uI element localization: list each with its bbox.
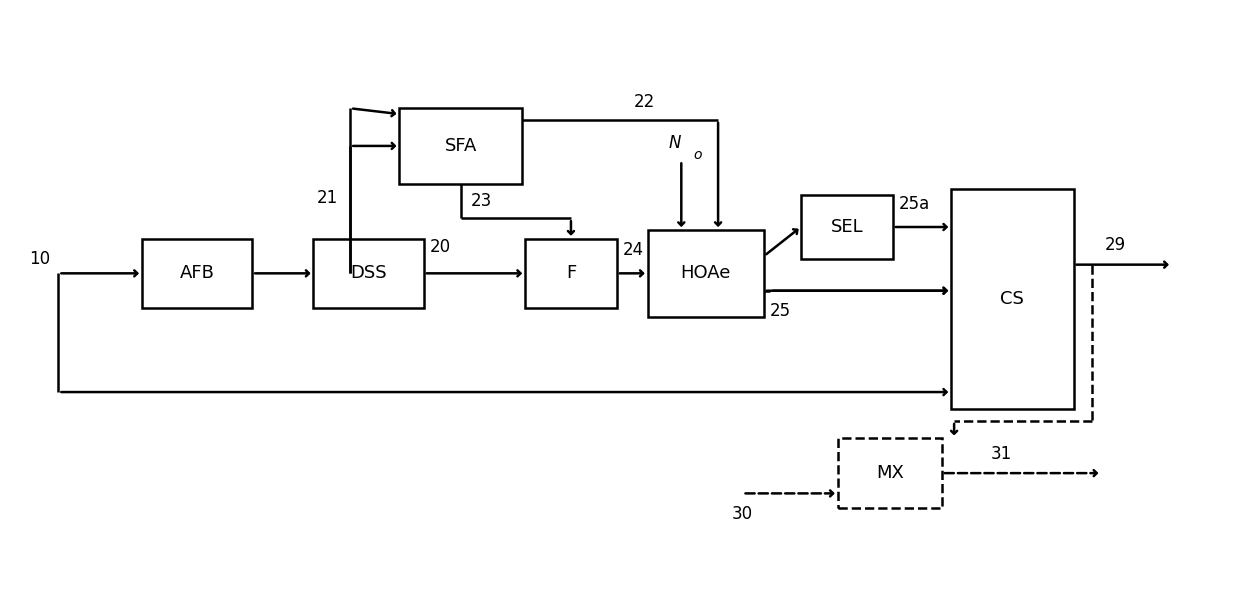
Bar xyxy=(525,238,618,308)
Text: 25a: 25a xyxy=(899,195,930,212)
Bar xyxy=(801,195,893,259)
Text: 21: 21 xyxy=(316,189,339,207)
Text: 31: 31 xyxy=(991,445,1012,463)
Text: CS: CS xyxy=(1001,291,1024,308)
Text: 30: 30 xyxy=(732,505,753,523)
Bar xyxy=(838,438,942,508)
Text: o: o xyxy=(693,148,702,161)
Text: 23: 23 xyxy=(470,192,492,210)
Text: 25: 25 xyxy=(770,302,791,320)
Bar xyxy=(314,238,424,308)
Bar xyxy=(399,109,522,184)
Text: DSS: DSS xyxy=(351,264,387,282)
Text: 24: 24 xyxy=(622,241,645,259)
Text: 29: 29 xyxy=(1105,236,1126,254)
Text: SFA: SFA xyxy=(444,137,477,155)
Text: AFB: AFB xyxy=(180,264,215,282)
Text: 22: 22 xyxy=(634,93,655,111)
Bar xyxy=(951,189,1074,409)
Text: HOAe: HOAe xyxy=(681,264,732,282)
Text: 20: 20 xyxy=(430,238,451,256)
Text: MX: MX xyxy=(875,464,904,482)
Bar xyxy=(647,230,764,317)
Bar xyxy=(141,238,252,308)
Text: SEL: SEL xyxy=(831,218,863,236)
Text: F: F xyxy=(565,264,577,282)
Text: 10: 10 xyxy=(29,250,50,268)
Text: N: N xyxy=(670,134,681,152)
